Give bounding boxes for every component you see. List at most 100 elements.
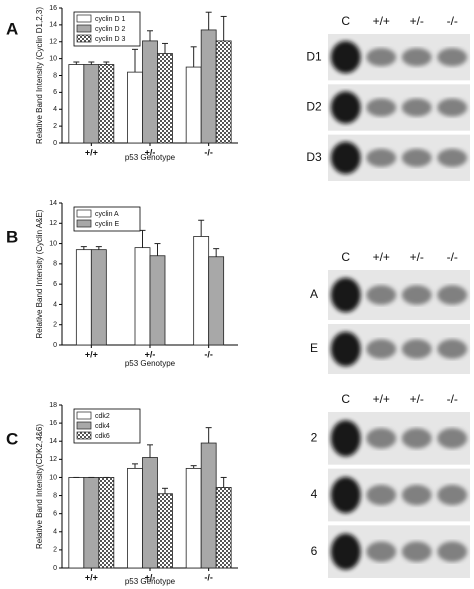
y-tick-label: 18 xyxy=(49,402,57,409)
lane-label: +/+ xyxy=(373,250,390,264)
blot-band xyxy=(330,420,361,457)
blot-band xyxy=(437,339,468,359)
blot-band xyxy=(366,484,397,506)
blot-band xyxy=(366,148,397,167)
legend-label: cdk2 xyxy=(95,413,110,420)
panel-letter: C xyxy=(6,429,18,448)
y-tick-label: 0 xyxy=(53,140,57,147)
row-label: D2 xyxy=(306,100,322,114)
blot-band xyxy=(401,428,432,449)
lane-label: C xyxy=(341,392,350,406)
blot-band xyxy=(437,48,468,67)
lane-label: -/- xyxy=(447,392,458,406)
bar xyxy=(157,493,173,569)
y-tick-label: 10 xyxy=(49,240,57,247)
y-tick-label: 2 xyxy=(53,547,57,554)
y-tick-label: 6 xyxy=(53,511,57,518)
x-axis-label: p53 Genotype xyxy=(125,577,176,586)
error-bar xyxy=(162,42,168,54)
legend-swatch xyxy=(76,24,92,33)
error-bar xyxy=(132,48,138,73)
error-bar xyxy=(205,11,212,30)
error-bar xyxy=(132,463,138,469)
error-bar xyxy=(198,219,205,237)
lane-label: C xyxy=(341,14,350,28)
legend-swatch xyxy=(76,14,92,23)
blot-band xyxy=(437,428,468,449)
lane-label: +/- xyxy=(410,14,424,28)
y-tick-label: 4 xyxy=(53,106,57,113)
blot-band xyxy=(366,541,397,562)
x-tick-label: +/+ xyxy=(85,147,98,157)
row-label: 2 xyxy=(311,431,318,445)
bar xyxy=(149,255,166,346)
lane-label: +/- xyxy=(410,392,424,406)
y-tick-label: 4 xyxy=(53,529,57,536)
legend-label: cdk6 xyxy=(95,433,110,440)
lane-label: -/- xyxy=(447,250,458,264)
y-axis-label: Relative Band Intensity (Cyclin A&E) xyxy=(35,209,44,338)
error-bar xyxy=(190,465,197,469)
x-tick-label: +/- xyxy=(145,349,156,359)
y-tick-label: 2 xyxy=(53,322,57,329)
error-bar xyxy=(220,15,227,41)
lane-label: +/+ xyxy=(373,14,390,28)
blot-band xyxy=(330,277,361,313)
bar xyxy=(142,457,158,569)
bar xyxy=(185,467,202,569)
blot-band xyxy=(401,148,432,167)
blot-band xyxy=(330,533,361,570)
legend-label: cyclin E xyxy=(95,221,119,228)
error-bar xyxy=(162,487,168,494)
y-tick-label: 0 xyxy=(53,342,57,349)
legend-swatch xyxy=(76,411,92,420)
bar xyxy=(83,477,100,569)
error-bar xyxy=(213,248,220,257)
bar xyxy=(98,64,115,144)
lane-label: +/- xyxy=(410,250,424,264)
bar xyxy=(68,477,85,569)
error-bar xyxy=(95,246,102,250)
y-tick-label: 12 xyxy=(49,456,57,463)
error-bar xyxy=(73,61,80,65)
x-tick-label: +/- xyxy=(145,147,156,157)
blot-band xyxy=(330,41,361,74)
bar xyxy=(75,249,92,346)
lane-label: +/+ xyxy=(373,392,390,406)
legend-swatch xyxy=(76,421,92,430)
x-tick-label: -/- xyxy=(204,572,213,582)
row-label: D3 xyxy=(306,150,322,164)
x-tick-label: +/+ xyxy=(85,572,98,582)
bar xyxy=(142,40,158,144)
y-tick-label: 0 xyxy=(53,565,57,572)
bar xyxy=(127,467,143,569)
blot-band xyxy=(401,285,432,305)
row-label: 6 xyxy=(311,544,318,558)
x-tick-label: -/- xyxy=(204,349,213,359)
x-tick-label: +/- xyxy=(145,572,156,582)
legend-label: cyclin D 2 xyxy=(95,26,125,33)
bar xyxy=(127,71,143,144)
y-tick-label: 8 xyxy=(53,72,57,79)
blot-band xyxy=(366,428,397,449)
lane-label: -/- xyxy=(447,14,458,28)
bar xyxy=(134,247,151,346)
y-tick-label: 8 xyxy=(53,261,57,268)
blot-band xyxy=(330,331,361,367)
error-bar xyxy=(190,46,197,68)
y-tick-label: 16 xyxy=(49,5,57,12)
row-label: E xyxy=(310,341,318,355)
blot-band xyxy=(401,339,432,359)
y-tick-label: 8 xyxy=(53,492,57,499)
x-tick-label: -/- xyxy=(204,147,213,157)
bar xyxy=(90,249,107,346)
bar xyxy=(215,487,232,569)
y-tick-label: 12 xyxy=(49,220,57,227)
blot-band xyxy=(330,91,361,124)
bar xyxy=(157,53,173,144)
y-tick-label: 2 xyxy=(53,123,57,130)
x-tick-label: +/+ xyxy=(85,349,98,359)
blot-band xyxy=(330,141,361,174)
blot-band xyxy=(437,541,468,562)
